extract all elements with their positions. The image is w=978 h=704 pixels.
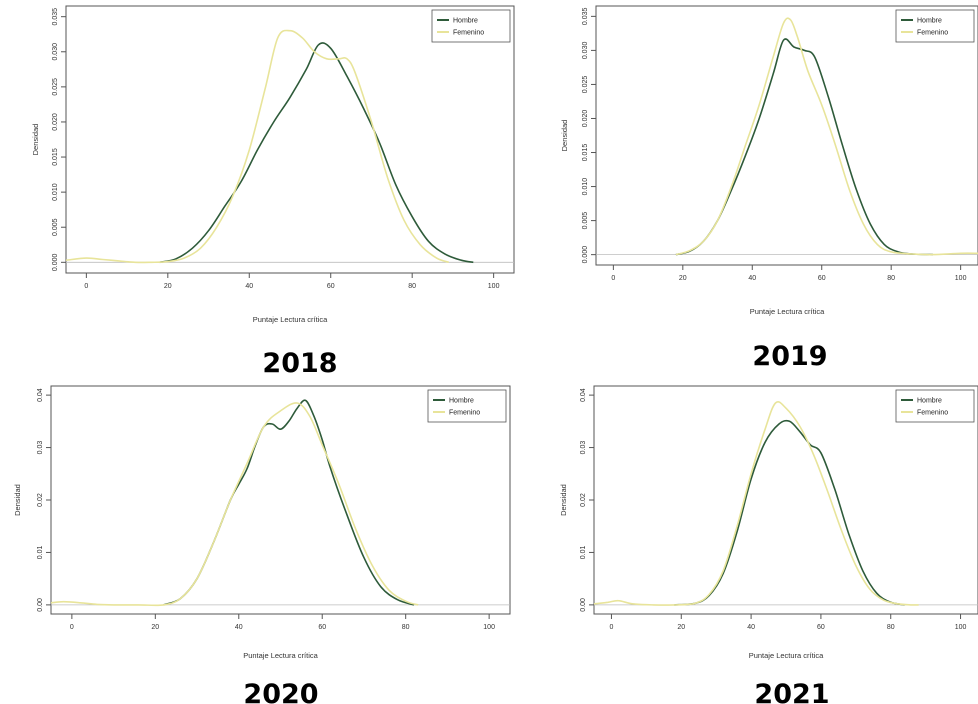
chart-0-xtick-label: 0 (84, 283, 88, 290)
chart-0-ytick-label: 0.015 (52, 148, 59, 166)
chart-2-legend-label-hombre: Hombre (449, 398, 474, 405)
chart-1-xtick-label: 80 (887, 275, 895, 282)
chart-0-series-hombre-line (159, 42, 474, 264)
chart-0-series-femenino-line (66, 29, 450, 264)
chart-2-ytick-label: 0.00 (37, 598, 44, 612)
chart-3-xtick-label: 60 (817, 624, 825, 631)
chart-1-ytick-label: 0.005 (582, 212, 589, 230)
chart-2-y-axis-label: Densidad (13, 484, 22, 516)
chart-2-ytick-label: 0.04 (37, 388, 44, 402)
chart-3-year-caption: 2021 (754, 679, 829, 704)
chart-2-x-axis-label: Puntaje Lectura crítica (243, 651, 318, 660)
chart-0-frame (65, 5, 515, 274)
chart-0-xtick-label: 20 (164, 283, 172, 290)
chart-2-ytick-label: 0.02 (37, 493, 44, 507)
chart-1-legend-label-femenino: Femenino (917, 30, 948, 37)
chart-1-xtick-label: 100 (955, 275, 967, 282)
chart-1-ytick-label: 0.035 (582, 8, 589, 26)
chart-2-legend-label-femenino: Femenino (449, 410, 480, 417)
chart-1-xtick-label: 60 (818, 275, 826, 282)
chart-2-year-caption: 2020 (243, 679, 318, 704)
chart-0-xtick-label: 80 (408, 283, 416, 290)
chart-3-legend-label-femenino: Femenino (917, 410, 948, 417)
chart-0-legend-label-hombre: Hombre (453, 18, 478, 25)
chart-0-legend: Hombre Femenino (431, 9, 511, 43)
chart-3-legend-label-hombre: Hombre (917, 398, 942, 405)
chart-2-xtick-label: 60 (318, 624, 326, 631)
chart-1-ytick-label: 0.030 (582, 42, 589, 60)
chart-3-xtick-label: 40 (747, 624, 755, 631)
chart-3-series-femenino-line (594, 401, 919, 606)
chart-1-year-caption: 2019 (752, 341, 827, 372)
chart-3-series-hombre-line (674, 419, 905, 606)
chart-1-ytick-label: 0.000 (582, 246, 589, 264)
chart-3-xtick-label: 0 (610, 624, 614, 631)
chart-2-xtick-label: 100 (483, 624, 495, 631)
chart-3-ytick-label: 0.00 (580, 598, 587, 612)
chart-2-ytick-label: 0.01 (37, 546, 44, 560)
chart-0: 0 20 40 60 80 100 0.000 0.005 0.010 0.015 0.020 0.0… (31, 5, 515, 324)
chart-1-legend-label-hombre: Hombre (917, 18, 942, 25)
chart-3-xtick-label: 100 (955, 624, 967, 631)
chart-1-legend-box (895, 9, 975, 43)
chart-3: 0 20 40 60 80 100 0.00 0.01 0.02 0.03 0.04 Puntaje … (559, 385, 978, 660)
chart-0-xtick-label: 100 (488, 283, 500, 290)
chart-0-xtick-label: 40 (245, 283, 253, 290)
chart-1-ytick-label: 0.020 (582, 110, 589, 128)
chart-1-ytick-label: 0.010 (582, 178, 589, 196)
chart-0-legend-label-femenino: Femenino (453, 30, 484, 37)
chart-3-xtick-label: 20 (677, 624, 685, 631)
chart-0-year-caption: 2018 (262, 348, 337, 379)
chart-1-frame (595, 5, 978, 266)
chart-3-ytick-label: 0.04 (580, 388, 587, 402)
chart-1-ytick-label: 0.015 (582, 144, 589, 162)
chart-0-x-axis-label: Puntaje Lectura crítica (253, 315, 328, 324)
chart-2-xtick-label: 0 (70, 624, 74, 631)
chart-2-legend-box (427, 389, 507, 423)
chart-1-xtick-label: 40 (748, 275, 756, 282)
chart-3-x-axis-label: Puntaje Lectura crítica (749, 651, 824, 660)
chart-1-xtick-label: 20 (679, 275, 687, 282)
chart-2-ytick-label: 0.03 (37, 441, 44, 455)
chart-3-legend-box (895, 389, 975, 423)
chart-3-ytick-label: 0.03 (580, 441, 587, 455)
chart-0-ytick-label: 0.020 (52, 113, 59, 131)
chart-2-xtick-label: 40 (235, 624, 243, 631)
chart-2-xtick-label: 80 (402, 624, 410, 631)
chart-0-ytick-label: 0.000 (52, 253, 59, 271)
chart-1-legend: Hombre Femenino (895, 9, 975, 43)
chart-3-xtick-label: 80 (887, 624, 895, 631)
chart-2-legend: Hombre Femenino (427, 389, 507, 423)
chart-0-ytick-label: 0.025 (52, 78, 59, 96)
chart-1-series-femenino-line (675, 17, 978, 256)
chart-1-x-axis-label: Puntaje Lectura crítica (750, 307, 825, 316)
chart-0-legend-box (431, 9, 511, 43)
chart-0-y-axis-label: Densidad (31, 124, 40, 156)
chart-0-ytick-label: 0.010 (52, 183, 59, 201)
chart-1-series-hombre-line (675, 38, 933, 256)
chart-1-xtick-label: 0 (611, 275, 615, 282)
chart-3-y-axis-label: Densidad (559, 484, 568, 516)
chart-1-y-axis-label: Densidad (560, 120, 569, 152)
chart-2: 0 20 40 60 80 100 0.00 0.01 0.02 0.03 0.04 Puntaje … (13, 385, 511, 660)
chart-0-xtick-label: 60 (327, 283, 335, 290)
chart-1-ytick-label: 0.025 (582, 76, 589, 94)
chart-2-xtick-label: 20 (151, 624, 159, 631)
chart-3-ytick-label: 0.01 (580, 546, 587, 560)
chart-0-ytick-label: 0.035 (52, 8, 59, 26)
chart-0-ytick-label: 0.030 (52, 43, 59, 61)
chart-0-ytick-label: 0.005 (52, 218, 59, 236)
chart-2-series-femenino-line (51, 402, 419, 607)
chart-3-ytick-label: 0.02 (580, 493, 587, 507)
chart-3-legend: Hombre Femenino (895, 389, 975, 423)
chart-1: 0 20 40 60 80 100 0.000 0.005 0.010 0.015 0.020 0.0… (560, 5, 978, 316)
